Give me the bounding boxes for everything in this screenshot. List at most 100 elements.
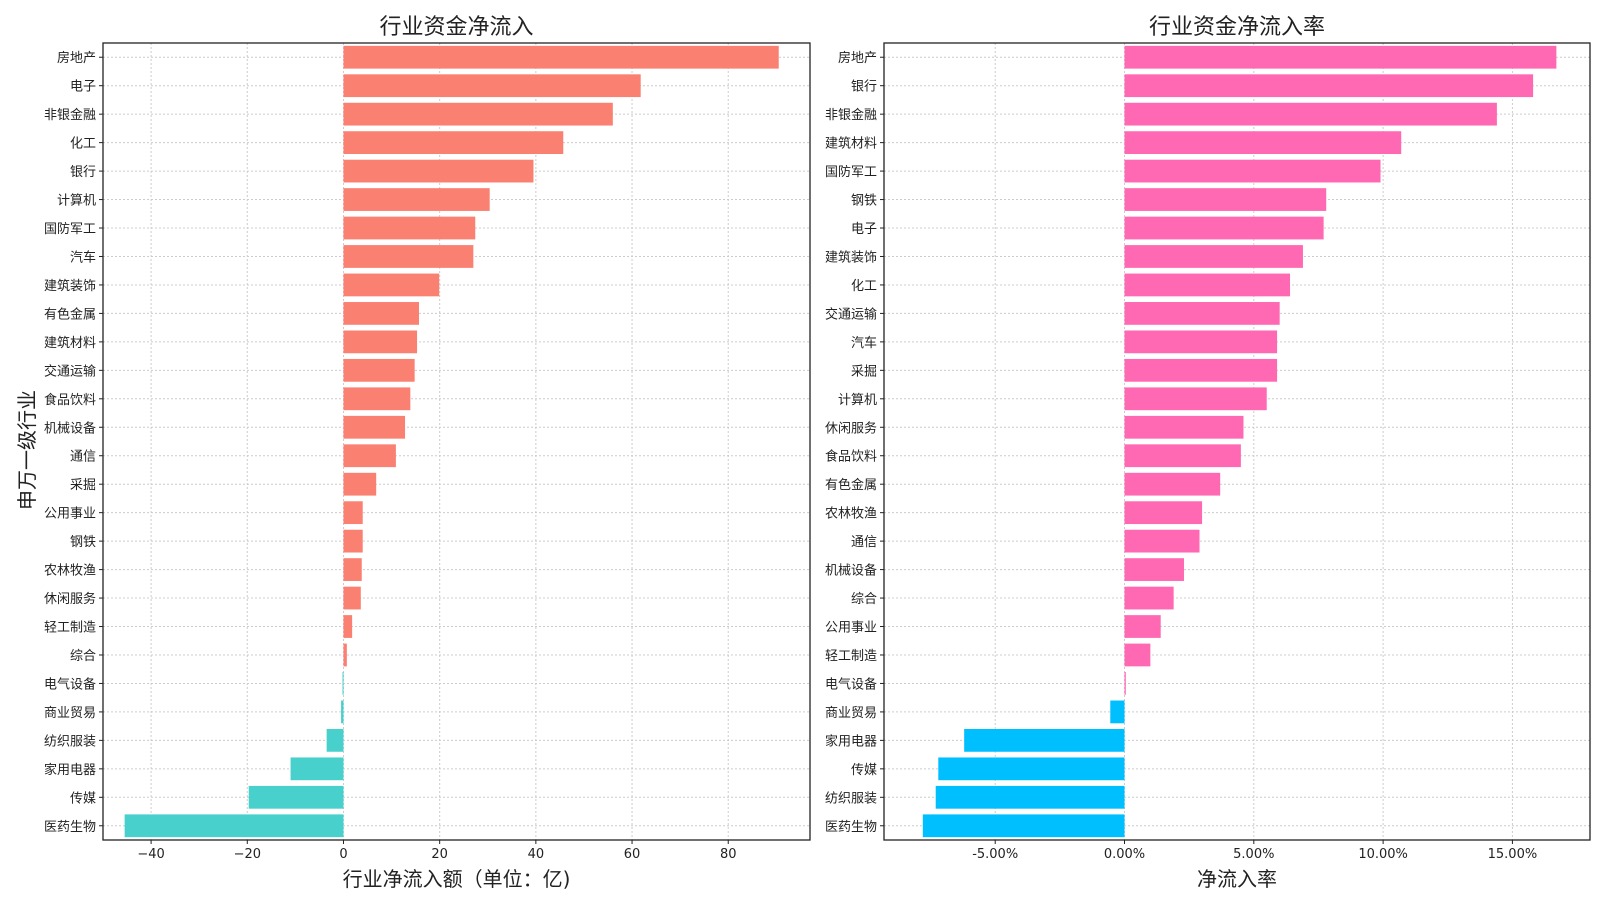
- x-tick-label: 20: [431, 847, 448, 862]
- bar: [1124, 273, 1291, 297]
- bar: [1124, 387, 1267, 411]
- chart-title: 行业资金净流入率: [1149, 15, 1325, 40]
- bar: [343, 643, 347, 667]
- plot-frame: [102, 42, 811, 841]
- category-label: 公用事业: [44, 507, 96, 522]
- bar: [1124, 586, 1174, 610]
- bar: [343, 615, 353, 638]
- bar: [341, 700, 344, 724]
- category-label: 银行: [70, 165, 96, 180]
- category-labels: 房地产电子非银金融化工银行计算机国防军工汽车建筑装饰有色金属建筑材料交通运输食品…: [44, 50, 103, 835]
- bar: [1124, 558, 1184, 581]
- bar: [343, 45, 779, 69]
- bar: [1124, 102, 1497, 126]
- category-label: 采掘: [70, 478, 96, 493]
- category-label: 化工: [70, 137, 96, 152]
- category-label: 医药生物: [44, 820, 96, 835]
- category-label: 建筑装饰: [825, 249, 877, 265]
- x-tick-label: 10.00%: [1358, 847, 1408, 862]
- bar: [343, 472, 377, 496]
- bar: [343, 387, 411, 411]
- x-axis-label: 净流入率: [1197, 867, 1277, 891]
- category-label: 休闲服务: [825, 420, 877, 436]
- bar: [1124, 415, 1244, 439]
- category-label: 电子: [70, 80, 96, 95]
- category-label: 计算机: [57, 194, 96, 209]
- bar: [343, 501, 363, 525]
- bar: [1124, 444, 1241, 468]
- bar: [1124, 672, 1126, 695]
- category-label: 电子: [851, 222, 877, 237]
- category-label: 交通运输: [825, 306, 877, 322]
- x-tick-labels: -5.00% 0.00% 5.00% 10.00% 15.00%: [972, 840, 1537, 862]
- category-label: 综合: [851, 592, 877, 607]
- category-label: 农林牧渔: [825, 507, 877, 522]
- bar: [343, 358, 415, 382]
- category-label: 传媒: [70, 791, 96, 806]
- bar: [935, 785, 1125, 809]
- bar: [1124, 74, 1534, 98]
- category-label: 采掘: [851, 364, 877, 379]
- category-label: 房地产: [838, 50, 877, 66]
- bar: [343, 102, 613, 126]
- category-label: 通信: [851, 535, 877, 550]
- net-inflow-rate-chart: 房地产银行非银金融建筑材料国防军工钢铁电子建筑装饰化工交通运输汽车采掘计算机休闲…: [825, 15, 1591, 891]
- category-label: 传媒: [851, 763, 877, 778]
- x-tick-label: 0.00%: [1104, 847, 1145, 862]
- bar: [1124, 529, 1200, 553]
- bar: [1124, 501, 1203, 525]
- category-label: 银行: [851, 80, 877, 95]
- x-axis-label: 行业净流入额（单位：亿): [343, 867, 571, 891]
- category-label: 商业贸易: [44, 706, 96, 721]
- x-tick-labels: −40 −20 0 20 40 60 80: [137, 840, 737, 862]
- category-label: 机械设备: [825, 563, 877, 579]
- category-label: 建筑材料: [825, 136, 877, 152]
- category-label: 纺织服装: [44, 734, 96, 749]
- bar: [290, 757, 344, 781]
- bar: [1124, 131, 1402, 155]
- bar: [343, 330, 418, 354]
- x-tick-label: 15.00%: [1488, 847, 1538, 862]
- x-tick-label: -5.00%: [972, 847, 1018, 862]
- bar: [1124, 159, 1381, 183]
- category-labels: 房地产银行非银金融建筑材料国防军工钢铁电子建筑装饰化工交通运输汽车采掘计算机休闲…: [825, 50, 884, 835]
- category-label: 食品饮料: [44, 392, 96, 408]
- category-label: 有色金属: [825, 477, 877, 493]
- bar: [343, 558, 362, 581]
- bar: [343, 302, 419, 325]
- bar: [964, 728, 1125, 752]
- chart-title: 行业资金净流入: [379, 15, 533, 40]
- category-label: 国防军工: [44, 221, 96, 237]
- category-label: 钢铁: [851, 194, 877, 209]
- bars: [922, 45, 1557, 838]
- category-label: 非银金融: [44, 107, 96, 123]
- category-label: 纺织服装: [825, 791, 877, 806]
- category-label: 建筑材料: [44, 335, 96, 351]
- bar: [343, 245, 474, 268]
- category-label: 电气设备: [825, 676, 877, 692]
- net-inflow-chart: 房地产电子非银金融化工银行计算机国防军工汽车建筑装饰有色金属建筑材料交通运输食品…: [44, 15, 811, 891]
- bar: [343, 216, 476, 240]
- category-label: 农林牧渔: [44, 564, 96, 579]
- bar: [326, 728, 344, 752]
- bar: [342, 672, 344, 695]
- category-label: 家用电器: [825, 733, 877, 749]
- bar: [938, 757, 1125, 781]
- x-tick-label: 60: [624, 847, 641, 862]
- bar: [1110, 700, 1125, 724]
- category-label: 化工: [851, 279, 877, 294]
- category-label: 交通运输: [44, 363, 96, 379]
- category-label: 钢铁: [70, 535, 96, 550]
- bar: [1124, 358, 1278, 382]
- category-label: 国防军工: [825, 164, 877, 180]
- x-tick-label: 40: [528, 847, 545, 862]
- category-label: 休闲服务: [44, 591, 96, 607]
- category-label: 有色金属: [44, 306, 96, 322]
- category-label: 综合: [70, 649, 96, 664]
- bar: [1124, 330, 1278, 354]
- x-tick-label: 0: [339, 847, 347, 862]
- bar: [343, 529, 363, 553]
- category-label: 计算机: [838, 393, 877, 408]
- bar: [1124, 45, 1557, 69]
